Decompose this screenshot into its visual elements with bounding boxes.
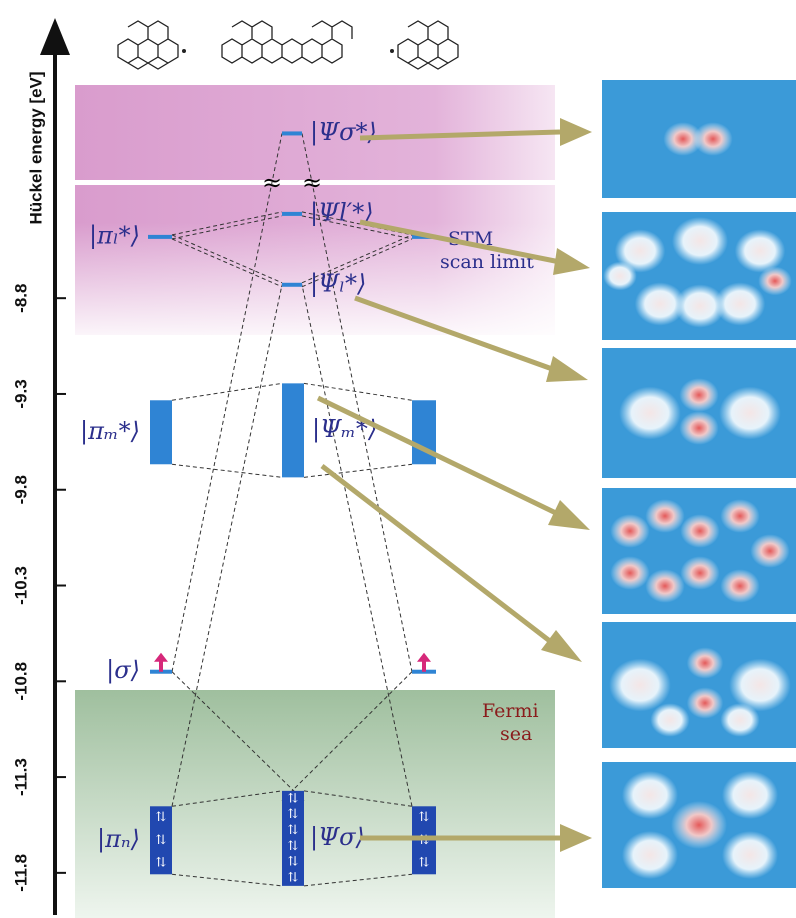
energy-level xyxy=(148,235,172,239)
orbital-lobe xyxy=(609,659,671,712)
spin-pair: ⇅ xyxy=(288,807,299,822)
spin-arrow xyxy=(417,653,431,672)
energy-diagram: Hückel energy [eV] STM scan limit Fermi … xyxy=(0,0,796,918)
energy-level xyxy=(282,131,302,135)
orbital-lobe xyxy=(680,514,719,548)
y-tick-label: -9.3 xyxy=(11,379,30,408)
orbital-lobe xyxy=(610,514,649,548)
orbital-lobe xyxy=(687,647,723,678)
energy-level xyxy=(282,212,302,216)
correlation-line xyxy=(172,383,282,400)
orbital-lobe xyxy=(720,703,759,737)
spin-pair: ⇅ xyxy=(156,833,167,848)
level-label: |σ⟩ xyxy=(106,656,140,685)
level-label: |πₗ*⟩ xyxy=(89,221,140,250)
orbital-lobe xyxy=(645,499,684,533)
axis-arrow xyxy=(40,18,70,55)
fermi-label: Fermi xyxy=(482,700,539,722)
orbital-lobe xyxy=(750,534,789,568)
spin-pair: ⇅ xyxy=(288,823,299,838)
y-tick-label: -8.8 xyxy=(11,284,30,313)
energy-level xyxy=(150,400,172,464)
orbital-lobe xyxy=(619,387,681,440)
sea-label: sea xyxy=(500,723,532,745)
level-label: |Ψσ*⟩ xyxy=(310,118,377,147)
orbital-lobe xyxy=(735,229,785,272)
orbital-lobe xyxy=(720,569,759,603)
orbital-lobe xyxy=(680,556,719,590)
orbital-lobe xyxy=(758,267,792,296)
orbital-lobe xyxy=(603,262,637,291)
spin-pair: ⇅ xyxy=(288,870,299,885)
orbital-lobe xyxy=(722,771,778,819)
y-tick-label: -10.3 xyxy=(11,566,30,605)
molecule-sketches xyxy=(118,21,458,69)
y-tick-label: -11.8 xyxy=(11,854,30,892)
spin-arrow xyxy=(154,653,168,672)
spin-pair: ⇅ xyxy=(288,839,299,854)
level-label: |πₙ⟩ xyxy=(97,825,140,854)
orbital-lobe xyxy=(720,499,759,533)
energy-level xyxy=(282,383,304,477)
level-label: |Ψσ⟩ xyxy=(310,823,365,852)
orbital-lobe xyxy=(622,771,678,819)
level-label: |Ψₗ*⟩ xyxy=(310,269,366,298)
orbital-lobe xyxy=(679,378,718,412)
spin-pair: ⇅ xyxy=(419,855,430,870)
spin-pair: ⇅ xyxy=(156,855,167,870)
orbital-lobe xyxy=(671,801,727,849)
orbital-lobe xyxy=(622,831,678,879)
spin-pair: ⇅ xyxy=(288,855,299,870)
y-tick-label: -11.3 xyxy=(11,758,30,796)
axis-label: Hückel energy [eV] xyxy=(26,71,45,224)
orbital-lobe xyxy=(719,387,781,440)
spin-pair: ⇅ xyxy=(288,791,299,806)
orbital-lobe xyxy=(679,411,718,445)
y-tick-label: -9.8 xyxy=(11,475,30,504)
orbital-lobe xyxy=(687,687,723,718)
level-label: |πₘ*⟩ xyxy=(80,417,140,446)
fermi-sea xyxy=(75,690,555,918)
spin-pair: ⇅ xyxy=(419,810,430,825)
orbital-lobe xyxy=(645,569,684,603)
correlation-line xyxy=(172,464,282,477)
orbital-images xyxy=(602,80,796,888)
orbital-lobe xyxy=(722,831,778,879)
spin-pair: ⇅ xyxy=(156,810,167,825)
correlation-line xyxy=(304,464,412,477)
orbital-lobe xyxy=(675,284,725,327)
orbital-lobe xyxy=(610,556,649,590)
y-tick-label: -10.8 xyxy=(11,662,30,701)
orbital-lobe xyxy=(672,217,728,265)
orbital-lobe xyxy=(650,703,689,737)
orbital-lobe xyxy=(693,122,732,156)
energy-level xyxy=(282,283,302,287)
